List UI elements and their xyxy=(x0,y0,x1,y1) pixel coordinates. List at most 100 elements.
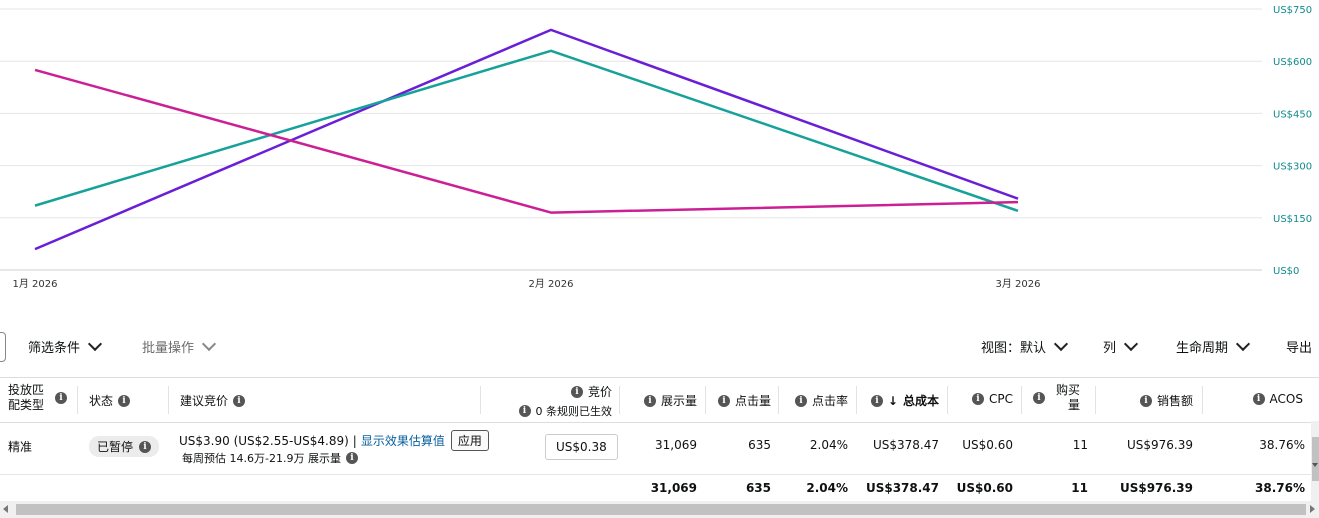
info-icon[interactable]: i xyxy=(233,394,246,407)
cell-acos: 38.76% xyxy=(1259,438,1305,452)
column-divider xyxy=(480,386,481,414)
status-label: 已暂停 xyxy=(97,440,134,454)
header-match-type-line2: 配类型 xyxy=(8,398,45,412)
cell-suggested-bid: US$3.90 (US$2.55-US$4.89) | 显示效果估算值 应用 xyxy=(179,430,489,451)
show-estimates-link[interactable]: 显示效果估算值 xyxy=(360,434,445,448)
scroll-down-arrow-icon[interactable] xyxy=(1312,463,1318,467)
info-icon[interactable]: i xyxy=(139,440,152,453)
header-bid-label: 竞价 xyxy=(587,385,612,399)
cell-status[interactable]: 已暂停 i xyxy=(89,436,160,457)
horizontal-scroll-thumb[interactable] xyxy=(16,504,1306,515)
info-icon[interactable]: i xyxy=(55,392,68,404)
cell-ctr: 2.04% xyxy=(809,438,848,452)
lifecycle-dropdown[interactable]: 生命周期 xyxy=(1176,336,1251,356)
column-divider xyxy=(1202,386,1203,414)
search-box-edge[interactable] xyxy=(0,332,6,362)
header-purchases[interactable]: i 购买 量 xyxy=(1033,383,1080,413)
weekly-impressions-estimate: 每周预估 14.6万-21.9万 展示量 xyxy=(182,452,341,465)
scroll-left-arrow-icon[interactable] xyxy=(3,505,8,513)
x-tick-label: 2月 2026 xyxy=(529,278,574,290)
total-clicks: 635 xyxy=(745,481,771,495)
info-icon[interactable]: i xyxy=(570,385,583,398)
cell-suggested-sub: 每周预估 14.6万-21.9万 展示量 i xyxy=(182,450,358,466)
header-suggested-bid[interactable]: 建议竞价 i xyxy=(180,392,246,409)
x-tick-label: 1月 2026 xyxy=(13,278,58,290)
cell-match-type: 精准 xyxy=(8,440,33,454)
y-tick-label: US$450 xyxy=(1273,109,1312,120)
info-icon[interactable]: i xyxy=(1033,392,1045,404)
header-clicks-label: 点击量 xyxy=(734,394,771,408)
total-acos: 38.76% xyxy=(1255,481,1305,495)
series-line-2[interactable] xyxy=(34,49,1019,213)
header-purchases-line1: 购买 xyxy=(1056,383,1081,397)
chevron-down-icon xyxy=(87,336,103,352)
info-icon[interactable]: i xyxy=(518,405,531,417)
header-clicks[interactable]: i 点击量 xyxy=(710,392,771,409)
column-divider xyxy=(77,386,78,414)
cell-total-cost: US$378.47 xyxy=(872,438,939,452)
info-icon[interactable]: i xyxy=(1252,393,1265,405)
column-divider xyxy=(856,386,857,414)
column-divider xyxy=(1095,386,1096,414)
vertical-scroll-thumb[interactable] xyxy=(1312,437,1319,481)
info-icon[interactable]: i xyxy=(717,394,730,407)
header-bid[interactable]: i 竞价 i 0 条规则已生效 xyxy=(518,383,613,419)
chevron-down-icon xyxy=(1235,336,1251,352)
filter-dropdown[interactable]: 筛选条件 xyxy=(28,336,103,356)
header-match-type-line1: 投放匹 xyxy=(8,383,45,397)
cell-bid[interactable]: US$0.38 xyxy=(545,434,618,460)
header-status[interactable]: 状态 i xyxy=(89,392,131,409)
column-divider xyxy=(168,386,169,414)
info-icon[interactable]: i xyxy=(794,394,807,407)
total-cpc: US$0.60 xyxy=(956,481,1013,495)
column-divider xyxy=(1021,386,1022,414)
total-cost: US$378.47 xyxy=(865,481,939,495)
header-match-type[interactable]: 投放匹 配类型 i xyxy=(8,383,68,413)
header-cpc-label: CPC xyxy=(989,392,1013,406)
y-tick-label: US$150 xyxy=(1273,214,1312,225)
chevron-down-icon xyxy=(201,336,217,352)
table-row: 精准 已暂停 i US$3.90 (US$2.55-US$4.89) | 显示效… xyxy=(0,421,1319,475)
lifecycle-label: 生命周期 xyxy=(1176,341,1229,356)
total-impressions: 31,069 xyxy=(650,481,697,495)
header-ctr[interactable]: i 点击率 xyxy=(785,392,848,409)
info-icon[interactable]: i xyxy=(643,394,656,407)
sort-desc-icon: ↓ xyxy=(887,393,898,408)
info-icon[interactable]: i xyxy=(972,393,984,405)
bid-input[interactable]: US$0.38 xyxy=(545,434,618,460)
header-impressions[interactable]: i 展示量 xyxy=(625,392,697,409)
header-total-cost[interactable]: i ↓ 总成本 xyxy=(862,392,939,409)
horizontal-scrollbar[interactable] xyxy=(0,501,1319,518)
info-icon[interactable]: i xyxy=(870,394,883,407)
header-bid-rules: 0 条规则已生效 xyxy=(535,405,613,418)
y-tick-label: US$750 xyxy=(1273,5,1312,16)
info-icon[interactable]: i xyxy=(345,452,358,464)
apply-button[interactable]: 应用 xyxy=(450,430,489,451)
y-tick-label: US$300 xyxy=(1273,162,1312,173)
header-status-label: 状态 xyxy=(89,394,114,408)
scroll-right-arrow-icon[interactable] xyxy=(1310,505,1315,513)
header-sales[interactable]: i 销售额 xyxy=(1110,392,1193,409)
column-divider xyxy=(705,386,706,414)
chart-series xyxy=(34,28,1019,251)
series-line-1[interactable] xyxy=(34,28,1019,251)
info-icon[interactable]: i xyxy=(118,394,131,407)
x-axis-ticks: 1月 2026 2月 2026 3月 2026 xyxy=(13,278,1041,290)
export-button[interactable]: 导出 xyxy=(1286,337,1312,356)
chart-grid xyxy=(0,8,1262,271)
performance-line-chart: US$0 US$150 US$300 US$450 US$600 US$750 1月 20… xyxy=(0,5,1312,290)
info-icon[interactable]: i xyxy=(1139,394,1152,407)
bulk-actions-label: 批量操作 xyxy=(142,341,195,356)
chevron-down-icon xyxy=(1123,336,1139,352)
header-purchases-line2: 量 xyxy=(1067,398,1080,412)
view-dropdown[interactable]: 视图：默认 xyxy=(981,336,1069,356)
columns-label: 列 xyxy=(1103,341,1117,356)
cell-purchases: 11 xyxy=(1072,438,1088,452)
series-line-3[interactable] xyxy=(34,68,1019,214)
vertical-scrollbar[interactable] xyxy=(1311,421,1319,501)
bulk-actions-dropdown[interactable]: 批量操作 xyxy=(142,336,217,356)
header-acos[interactable]: i ACOS xyxy=(1220,392,1303,406)
columns-dropdown[interactable]: 列 xyxy=(1103,336,1139,356)
status-badge[interactable]: 已暂停 i xyxy=(89,436,160,457)
header-cpc[interactable]: i CPC xyxy=(955,392,1013,406)
